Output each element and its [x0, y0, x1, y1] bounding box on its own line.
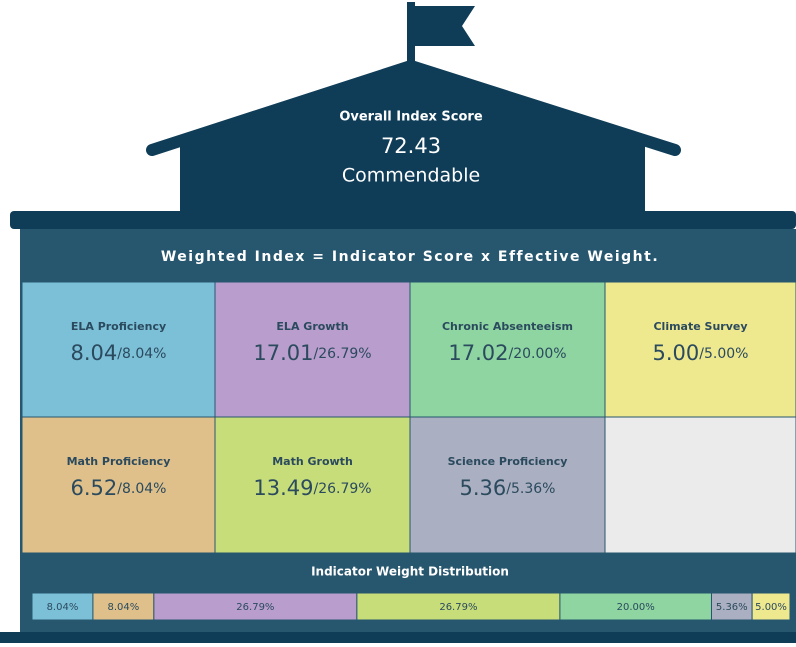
- tile: [409, 281, 606, 418]
- tile-score: 13.49: [253, 476, 313, 500]
- weight-label: 5.36%: [716, 602, 748, 613]
- tile-weight: /5.36%: [506, 481, 555, 497]
- weight-label: 26.79%: [236, 602, 274, 613]
- weight-label: 5.00%: [755, 602, 787, 613]
- house-ledge: [10, 211, 796, 229]
- tile-weight: /8.04%: [117, 346, 166, 362]
- tile-value: 5.00/5.00%: [653, 341, 749, 365]
- weight-label: 8.04%: [47, 602, 79, 613]
- flag-pole: [407, 2, 415, 64]
- weight-segment: [31, 592, 94, 621]
- weight-segment: [559, 592, 712, 621]
- tile: [21, 281, 216, 418]
- tile-weight: /26.79%: [314, 346, 372, 362]
- weight-label: 8.04%: [108, 602, 140, 613]
- tile: [409, 416, 606, 554]
- tile-value: 5.36/5.36%: [460, 476, 556, 500]
- tile-weight: /26.79%: [314, 481, 372, 497]
- overall-rating: Commendable: [342, 165, 480, 187]
- tile-name: Climate Survey: [653, 320, 747, 333]
- formula: Weighted Index = Indicator Score x Effec…: [161, 249, 659, 265]
- tile-score: 8.04: [71, 341, 118, 365]
- weight-label: 26.79%: [439, 602, 477, 613]
- house-body: [180, 66, 645, 215]
- tile-value: 17.02/20.00%: [448, 341, 566, 365]
- tile-name: Chronic Absenteeism: [442, 320, 573, 333]
- tile-score: 6.52: [71, 476, 118, 500]
- tile-score: 17.01: [253, 341, 313, 365]
- weight-label: 20.00%: [617, 602, 655, 613]
- distribution-title: Indicator Weight Distribution: [311, 565, 509, 579]
- tile: [214, 281, 411, 418]
- tile-weight: /8.04%: [117, 481, 166, 497]
- bottom-band: [0, 632, 796, 643]
- empty-tile: [604, 416, 796, 554]
- tile-value: 6.52/8.04%: [71, 476, 167, 500]
- tile: [214, 416, 411, 554]
- flag: [415, 6, 475, 46]
- tile: [604, 281, 796, 418]
- tile-name: Science Proficiency: [448, 455, 568, 468]
- tile-name: Math Growth: [272, 455, 353, 468]
- tile-value: 8.04/8.04%: [71, 341, 167, 365]
- weight-segment: [356, 592, 561, 621]
- overall-score: 72.43: [381, 134, 441, 158]
- tile-weight: /20.00%: [509, 346, 567, 362]
- weight-segment: [751, 592, 791, 621]
- tile-name: ELA Proficiency: [71, 320, 166, 333]
- overall-label: Overall Index Score: [339, 110, 483, 125]
- tile-score: 5.00: [653, 341, 700, 365]
- tile-weight: /5.00%: [699, 346, 748, 362]
- tile-score: 5.36: [460, 476, 507, 500]
- tile-name: ELA Growth: [276, 320, 348, 333]
- tile-value: 13.49/26.79%: [253, 476, 371, 500]
- weight-segment: [153, 592, 358, 621]
- tile-value: 17.01/26.79%: [253, 341, 371, 365]
- weight-segment: [92, 592, 155, 621]
- tile-score: 17.02: [448, 341, 508, 365]
- tile-name: Math Proficiency: [67, 455, 171, 468]
